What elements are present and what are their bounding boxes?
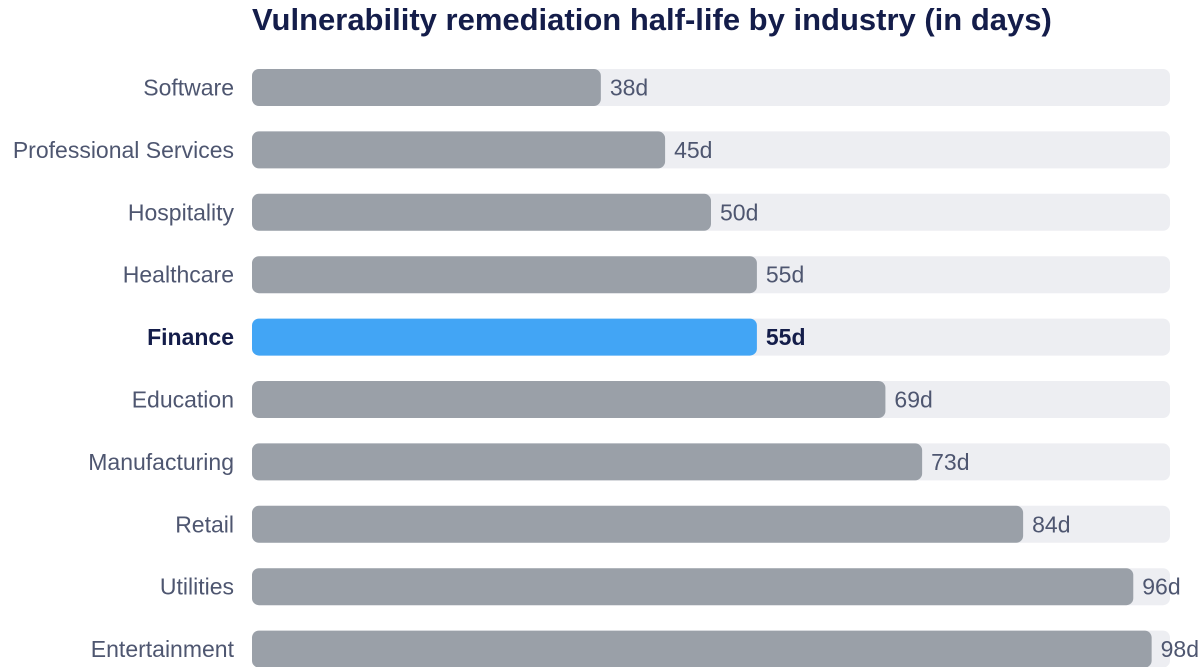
value-label-education: 69d bbox=[894, 387, 932, 413]
value-label-manufacturing: 73d bbox=[931, 449, 969, 475]
category-label-finance: Finance bbox=[147, 324, 234, 350]
category-label-retail: Retail bbox=[175, 511, 234, 537]
bar-manufacturing bbox=[252, 443, 923, 481]
category-label-professional-services: Professional Services bbox=[13, 137, 234, 163]
category-label-hospitality: Hospitality bbox=[128, 199, 235, 225]
bar-healthcare bbox=[252, 256, 757, 294]
value-label-software: 38d bbox=[610, 75, 648, 101]
value-label-retail: 84d bbox=[1032, 511, 1070, 537]
value-label-professional-services: 45d bbox=[674, 137, 712, 163]
bar-entertainment bbox=[252, 630, 1152, 667]
category-label-healthcare: Healthcare bbox=[123, 262, 234, 288]
category-label-education: Education bbox=[132, 387, 234, 413]
chart-title: Vulnerability remediation half-life by i… bbox=[252, 2, 1052, 37]
bar-retail bbox=[252, 505, 1024, 543]
bar-software bbox=[252, 69, 601, 106]
value-label-finance: 55d bbox=[766, 324, 806, 350]
category-label-utilities: Utilities bbox=[160, 574, 234, 600]
value-label-healthcare: 55d bbox=[766, 262, 804, 288]
value-label-entertainment: 98d bbox=[1161, 636, 1199, 662]
value-label-hospitality: 50d bbox=[720, 199, 758, 225]
category-label-manufacturing: Manufacturing bbox=[88, 449, 234, 475]
value-label-utilities: 96d bbox=[1142, 574, 1180, 600]
bar-professional-services bbox=[252, 131, 666, 169]
category-label-entertainment: Entertainment bbox=[91, 636, 235, 662]
bar-finance bbox=[252, 318, 757, 356]
category-label-software: Software bbox=[143, 75, 234, 101]
bar-education bbox=[252, 381, 886, 418]
bar-hospitality bbox=[252, 193, 711, 231]
bar-utilities bbox=[252, 568, 1134, 606]
